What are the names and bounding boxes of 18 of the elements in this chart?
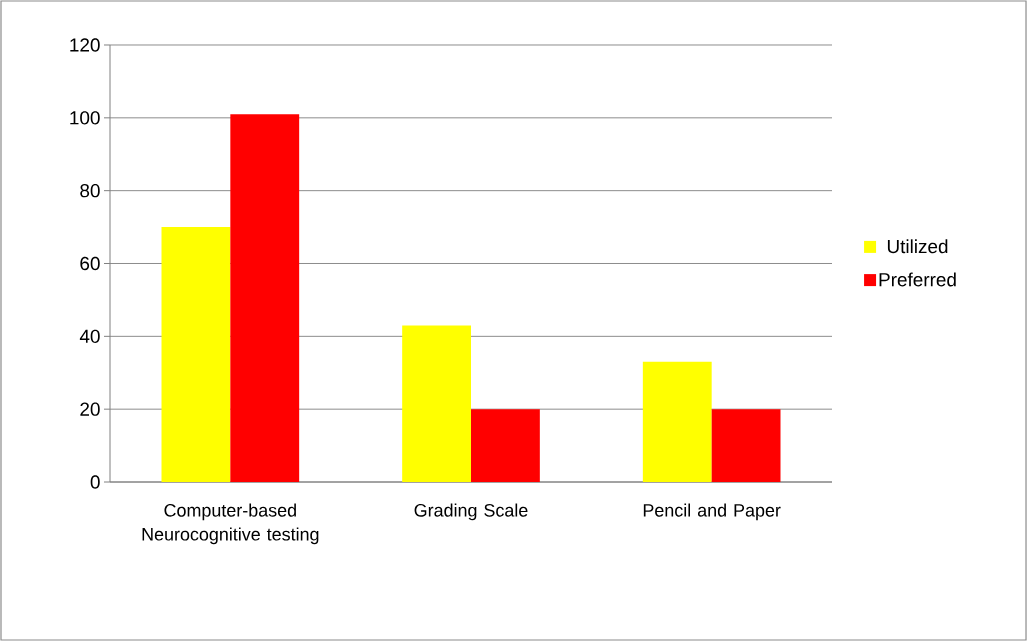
y-tick-label: 100 [70, 111, 100, 125]
bar [161, 227, 231, 482]
y-tick-label: 0 [90, 475, 100, 489]
bar [402, 325, 471, 482]
legend-label: Utilized [887, 239, 948, 254]
y-tick-label: 80 [80, 183, 100, 198]
x-tick-label: Computer-based Neurocognitive testing [142, 503, 319, 545]
bar [642, 361, 712, 482]
y-tick-label: 40 [79, 329, 100, 344]
x-tick-label: Grading Scale [414, 503, 528, 521]
y-tick-label: 20 [80, 402, 100, 416]
y-tick-label: 60 [80, 256, 100, 271]
x-tick-label: Pencil and Paper [643, 503, 781, 521]
bar [230, 114, 300, 482]
y-tick-label: 120 [70, 38, 100, 52]
legend-label: Preferred [879, 272, 956, 287]
bar [471, 409, 540, 482]
bar [711, 409, 781, 482]
